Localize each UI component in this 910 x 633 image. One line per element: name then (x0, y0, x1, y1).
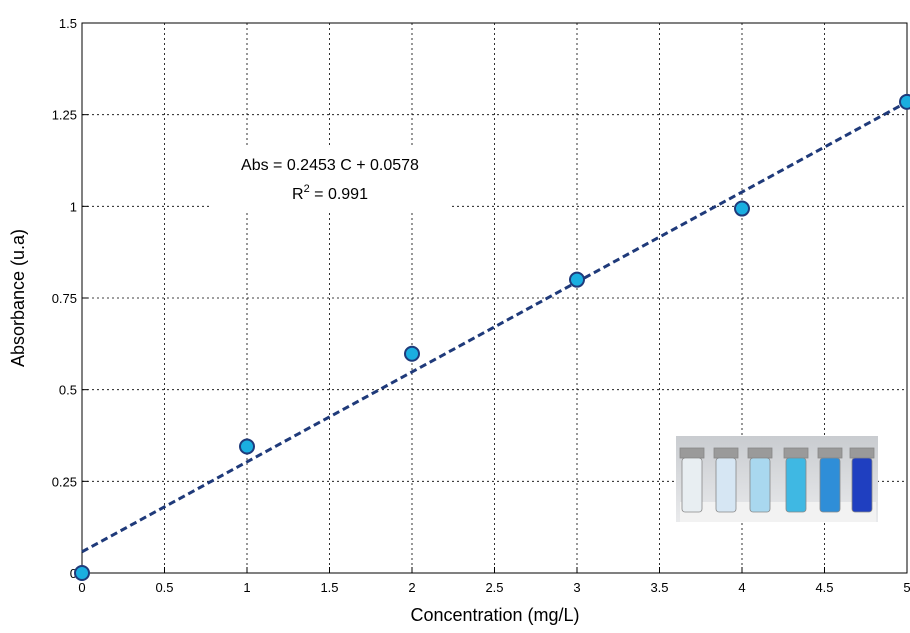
y-tick-label: 0.5 (59, 383, 77, 398)
x-tick-label: 3 (573, 580, 580, 595)
x-tick-label: 4.5 (815, 580, 833, 595)
y-tick-label: 0 (70, 566, 77, 581)
x-tick-label: 2.5 (485, 580, 503, 595)
y-tick-label: 0.25 (52, 474, 77, 489)
r-squared: R2 = 0.991 (292, 183, 368, 203)
x-tick-label: 3.5 (650, 580, 668, 595)
data-point (734, 200, 750, 217)
data-point (569, 271, 585, 288)
y-tick-label: 1.5 (59, 16, 77, 31)
plot-area: 0 0.5 1 1.5 2 2.5 3 3.5 4 4.5 5 0 0.25 0.5 0.75 1 1.25 1.… (52, 16, 910, 595)
annotation-box (210, 148, 450, 210)
data-point (404, 345, 420, 362)
y-tick-label: 1 (70, 199, 77, 214)
x-tick-label: 4 (738, 580, 745, 595)
plot-frame (81, 22, 908, 574)
x-tick-label: 1.5 (320, 580, 338, 595)
r2-base: R (292, 186, 304, 203)
y-axis-label: Absorbance (u.a) (8, 229, 28, 367)
r2-rest: = 0.991 (310, 186, 368, 203)
x-tick-label: 0.5 (155, 580, 173, 595)
data-point (74, 565, 90, 581)
data-point (899, 93, 910, 110)
fit-equation: Abs = 0.2453 C + 0.0578 (241, 157, 419, 174)
r2-sup: 2 (304, 183, 310, 195)
x-axis-label: Concentration (mg/L) (410, 605, 579, 625)
x-tick-label: 5 (903, 580, 910, 595)
vials-photo (676, 436, 878, 522)
x-tick-label: 0 (78, 580, 85, 595)
x-tick-label: 2 (408, 580, 415, 595)
x-tick-label: 1 (243, 580, 250, 595)
y-tick-label: 0.75 (52, 291, 77, 306)
fit-line (81, 100, 908, 554)
data-point (239, 438, 255, 455)
y-tick-label: 1.25 (52, 108, 77, 123)
